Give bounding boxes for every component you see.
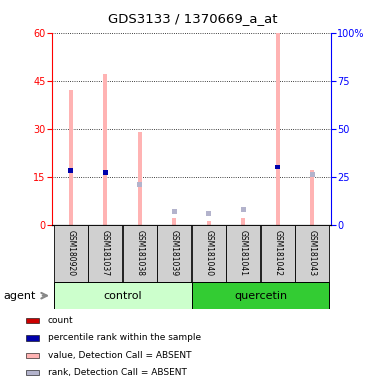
Text: GSM181039: GSM181039 (170, 230, 179, 276)
Text: count: count (48, 316, 74, 325)
Text: GSM181037: GSM181037 (101, 230, 110, 276)
Text: GSM181041: GSM181041 (239, 230, 248, 276)
Bar (192, 282, 330, 309)
Bar (157, 225, 191, 282)
Bar (103, 74, 107, 225)
Text: GSM181040: GSM181040 (204, 230, 213, 276)
Text: GSM180920: GSM180920 (67, 230, 75, 276)
Text: control: control (103, 291, 142, 301)
Bar (172, 218, 176, 225)
Bar (241, 218, 245, 225)
Bar (137, 182, 142, 187)
Text: agent: agent (4, 291, 36, 301)
Bar (295, 225, 329, 282)
Bar (69, 169, 74, 173)
Bar (27, 318, 39, 323)
Bar (276, 33, 280, 225)
Bar (27, 353, 39, 358)
Bar (310, 170, 314, 225)
Bar (103, 170, 108, 175)
Bar (226, 225, 260, 282)
Bar (206, 211, 211, 215)
Bar (69, 169, 74, 173)
Bar (310, 172, 315, 177)
Bar (123, 225, 157, 282)
Text: quercetin: quercetin (234, 291, 287, 301)
Text: value, Detection Call = ABSENT: value, Detection Call = ABSENT (48, 351, 191, 360)
Bar (241, 207, 246, 212)
Text: GSM181038: GSM181038 (136, 230, 144, 276)
Text: GDS3133 / 1370669_a_at: GDS3133 / 1370669_a_at (108, 12, 277, 25)
Text: rank, Detection Call = ABSENT: rank, Detection Call = ABSENT (48, 368, 187, 377)
Bar (69, 90, 73, 225)
Bar (27, 370, 39, 375)
Bar (192, 225, 226, 282)
Bar (275, 165, 280, 169)
Bar (54, 225, 88, 282)
Text: percentile rank within the sample: percentile rank within the sample (48, 333, 201, 343)
Bar (261, 225, 295, 282)
Bar (88, 225, 122, 282)
Bar (27, 335, 39, 341)
Bar (172, 209, 177, 214)
Bar (103, 170, 108, 175)
Text: GSM181043: GSM181043 (308, 230, 316, 276)
Bar (138, 132, 142, 225)
Bar (207, 222, 211, 225)
Bar (54, 282, 192, 309)
Text: GSM181042: GSM181042 (273, 230, 282, 276)
